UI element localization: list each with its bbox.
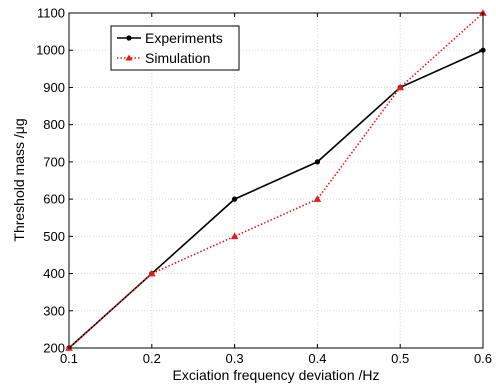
x-tick-label: 0.6 (474, 351, 492, 366)
data-point-simulation (313, 195, 322, 202)
legend-label-experiments: Experiments (145, 30, 223, 46)
x-axis-label: Exciation frequency deviation /Hz (173, 367, 380, 383)
x-tick-label: 0.2 (143, 351, 161, 366)
legend-marker-simulation (125, 54, 133, 61)
y-tick-label: 800 (43, 117, 65, 132)
data-point-simulation (230, 232, 239, 240)
y-tick-label: 400 (43, 266, 65, 281)
data-point-experiments (232, 196, 238, 202)
y-tick-label: 1000 (36, 43, 65, 58)
data-point-simulation (148, 269, 156, 277)
y-tick-label: 900 (43, 80, 65, 95)
legend-label-simulation: Simulation (145, 50, 210, 66)
data-point-simulation (396, 83, 404, 91)
x-tick-label: 0.1 (60, 351, 78, 366)
x-tick-label: 0.5 (391, 351, 409, 366)
tick-layer: 0.1 0.2 0.3 0.4 0.5 0.6 200 300 400 500 600 700 800 9… (36, 6, 492, 367)
legend: Experiments Simulation (110, 25, 240, 71)
x-tick-label: 0.4 (308, 351, 326, 366)
y-tick-label: 500 (43, 229, 65, 244)
legend-box (110, 25, 240, 71)
legend-marker-experiments (126, 35, 132, 41)
x-tick-label: 0.3 (226, 351, 244, 366)
y-tick-label: 700 (43, 154, 65, 169)
y-tick-label: 600 (43, 192, 65, 207)
y-tick-label: 200 (43, 341, 65, 356)
data-point-experiments (314, 159, 320, 165)
series-line-experiments (68, 49, 484, 349)
y-axis-label: Threshold mass /μg (11, 118, 27, 241)
plot-frame (68, 12, 484, 349)
y-tick-label: 300 (43, 303, 65, 318)
y-tick-label: 1100 (37, 6, 65, 21)
